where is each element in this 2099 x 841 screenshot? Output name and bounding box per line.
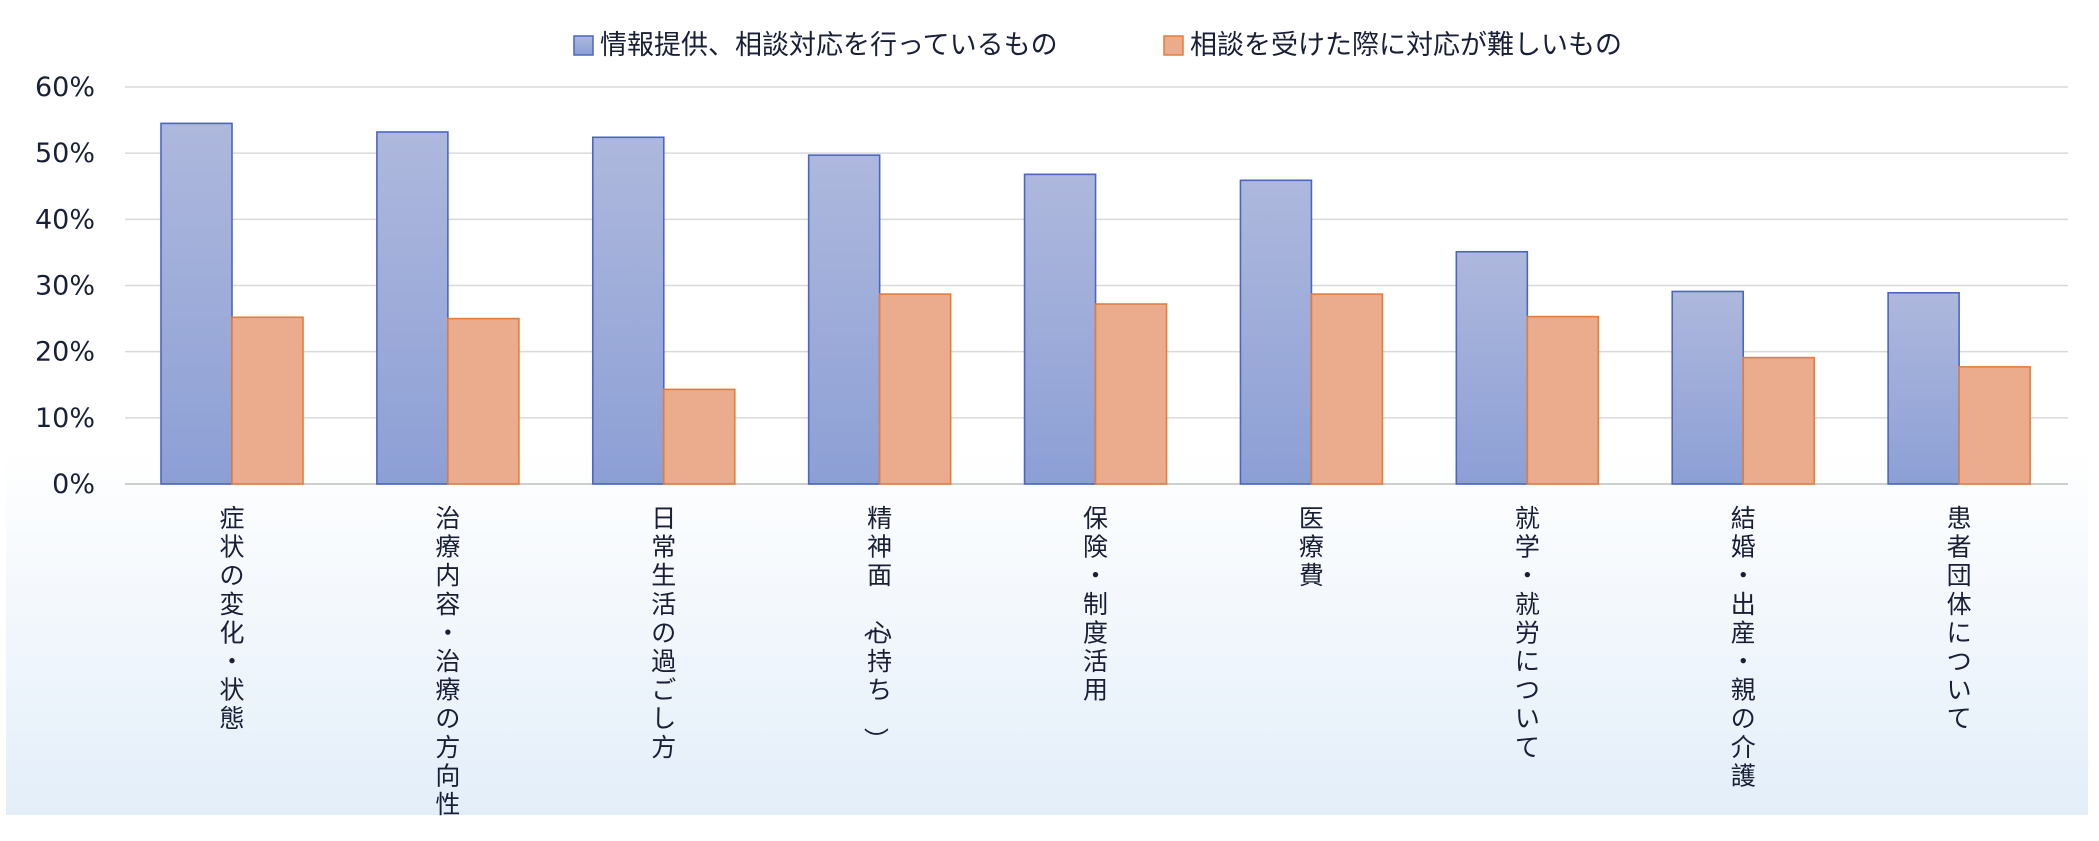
bars bbox=[160, 122, 2031, 485]
bar-series-2 bbox=[1310, 293, 1384, 485]
y-tick-label: 20% bbox=[35, 337, 95, 368]
bar-series-1 bbox=[376, 131, 449, 485]
x-tick-label: 精神面（心持ち） bbox=[861, 504, 892, 752]
x-axis: 症状の変化・状態 治療内容・治療の方向性 日常生活の過ごし方 精神面（心持ち） 保険・制… bbox=[219, 504, 1971, 819]
bar-series-2 bbox=[231, 316, 304, 485]
bar-series-1 bbox=[1239, 179, 1313, 485]
bar-series-1 bbox=[1455, 250, 1529, 485]
bar-series-2 bbox=[1094, 303, 1168, 485]
y-axis: 0% 10% 20% 30% 40% 50% 60% bbox=[35, 72, 95, 500]
y-tick-label: 50% bbox=[35, 138, 95, 169]
bar-series-2 bbox=[1958, 366, 2031, 485]
legend-swatch-series-1 bbox=[573, 35, 594, 56]
bar-series-2 bbox=[447, 317, 520, 485]
bar-series-2 bbox=[878, 293, 952, 485]
bar-series-1 bbox=[591, 136, 665, 485]
y-tick-label: 60% bbox=[35, 72, 95, 103]
y-tick-label: 40% bbox=[35, 204, 95, 235]
x-tick-label: 保険・制度活用 bbox=[1083, 504, 1108, 705]
bar-series-1 bbox=[1671, 290, 1745, 485]
bar-series-1 bbox=[1887, 291, 1960, 485]
y-tick-label: 30% bbox=[35, 271, 95, 302]
x-tick-label: 就学・就労について bbox=[1515, 504, 1540, 762]
x-tick-label: 日常生活の過ごし方 bbox=[651, 504, 676, 762]
y-tick-label: 0% bbox=[52, 469, 95, 500]
x-tick-label: 結婚・出産・親の介護 bbox=[1731, 504, 1756, 790]
legend-swatch-series-2 bbox=[1163, 35, 1184, 56]
x-tick-label: 症状の変化・状態 bbox=[219, 504, 244, 733]
x-tick-label: 治療内容・治療の方向性 bbox=[435, 504, 460, 819]
bar-series-1 bbox=[807, 154, 881, 485]
legend: 情報提供、相談対応を行っているもの 相談を受けた際に対応が難しいもの bbox=[573, 30, 1622, 61]
x-tick-label: 医療費 bbox=[1299, 504, 1324, 590]
bar-series-2 bbox=[662, 388, 736, 485]
bar-series-2 bbox=[1526, 315, 1600, 485]
x-tick-label: 患者団体について bbox=[1947, 504, 1972, 733]
y-tick-label: 10% bbox=[35, 403, 95, 434]
bar-series-1 bbox=[1023, 173, 1097, 485]
bar-series-2 bbox=[1742, 356, 1816, 485]
bar-series-1 bbox=[160, 122, 233, 485]
legend-label-series-1: 情報提供、相談対応を行っているもの bbox=[600, 30, 1058, 61]
legend-label-series-2: 相談を受けた際に対応が難しいもの bbox=[1190, 30, 1622, 61]
